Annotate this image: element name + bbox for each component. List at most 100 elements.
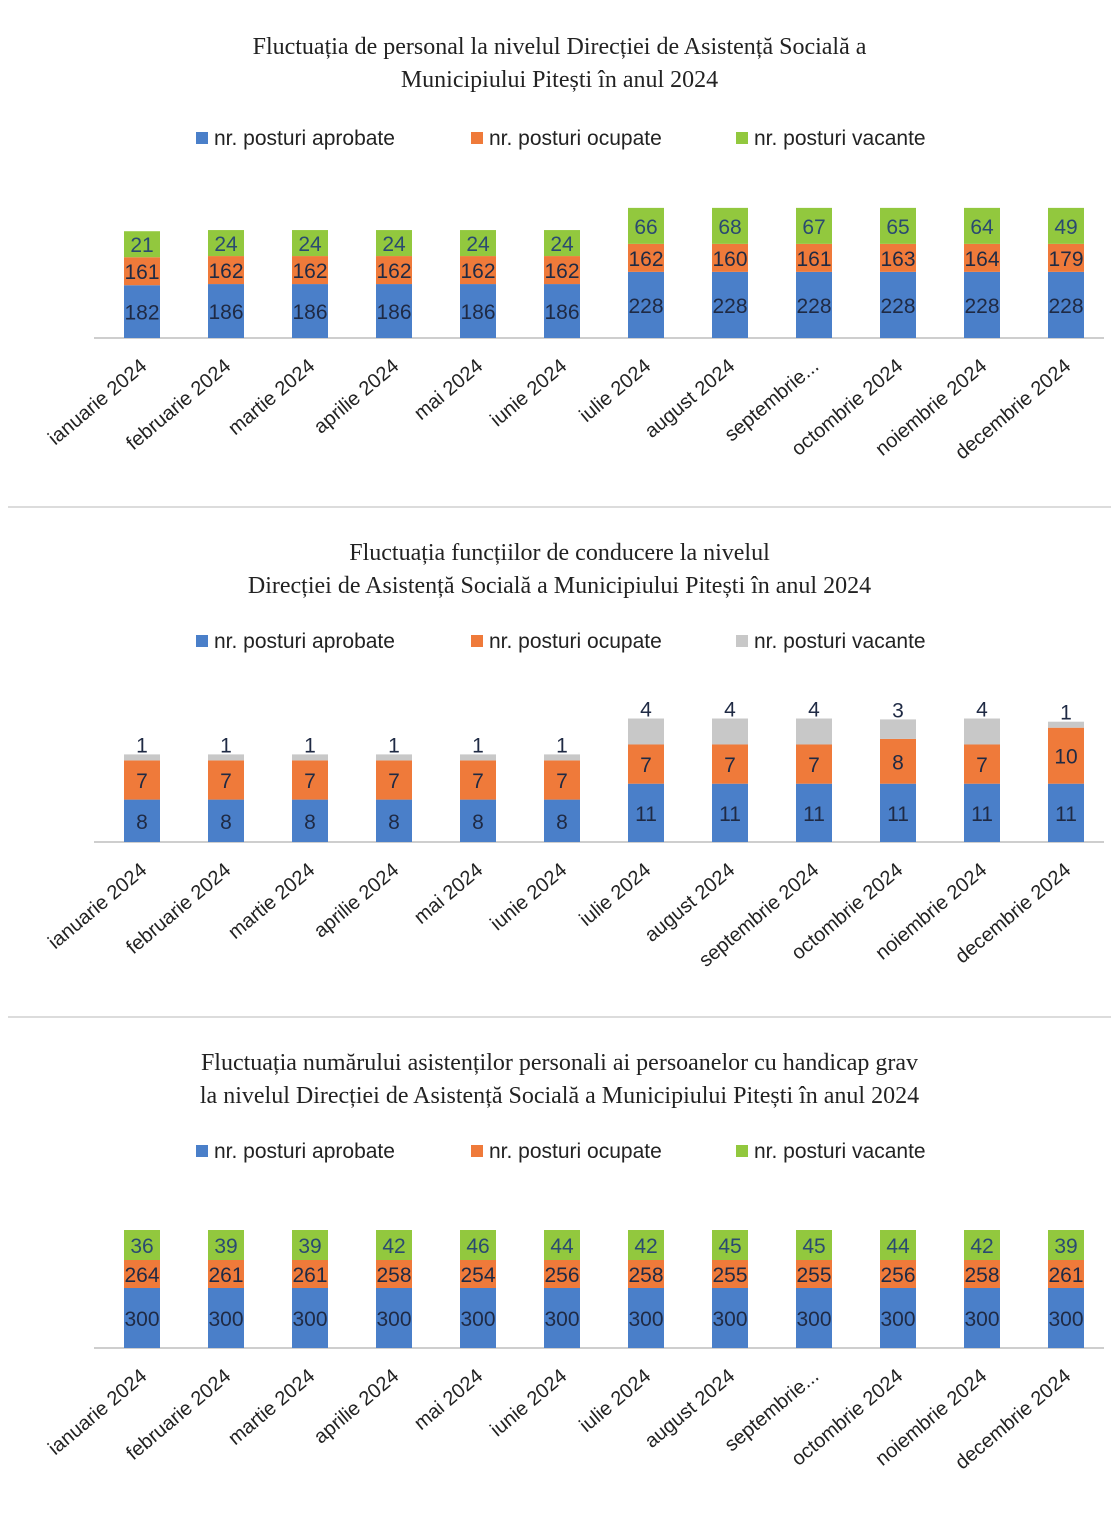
bar-segment-nr-posturi-aprobate	[460, 284, 496, 338]
data-label: 228	[796, 295, 831, 318]
bar-stack: 186 162 24	[208, 230, 244, 338]
bar-stack: 11 10 1	[1048, 702, 1084, 842]
bar-segment-nr-posturi-vacante	[460, 754, 496, 761]
bar-segment-nr-posturi-vacante	[208, 754, 244, 761]
bar-segment-nr-posturi-ocupate	[124, 257, 160, 286]
bar-stack: 11 7 4	[712, 699, 748, 842]
data-label: 65	[886, 216, 909, 239]
data-label: 300	[292, 1308, 327, 1331]
bar-segment-nr-posturi-ocupate	[544, 760, 580, 800]
bar-segment-nr-posturi-aprobate	[544, 284, 580, 338]
bar-stack: 228 161 67	[796, 207, 832, 338]
legend-label: nr. posturi aprobate	[214, 1140, 395, 1163]
bar-segment-nr-posturi-ocupate	[292, 760, 328, 800]
bar-segment-nr-posturi-vacante	[124, 754, 160, 761]
chart-title-line-1: Fluctuația numărului asistenților person…	[201, 1050, 918, 1076]
bar-segment-nr-posturi-aprobate	[1048, 783, 1084, 842]
bar-segment-nr-posturi-ocupate	[964, 243, 1000, 272]
data-label: 162	[544, 260, 579, 283]
chart-asistenti: Fluctuația numărului asistenților person…	[44, 1050, 1104, 1474]
legend-swatch	[471, 132, 483, 144]
bar-stack: 182 161 21	[124, 231, 160, 338]
bar-stack: 300 255 45	[712, 1230, 748, 1348]
data-label: 3	[892, 699, 904, 722]
bar-segment-nr-posturi-aprobate	[544, 799, 580, 842]
bar-segment-nr-posturi-aprobate	[208, 284, 244, 338]
bar-segment-nr-posturi-aprobate	[124, 285, 160, 338]
bar-segment-nr-posturi-aprobate	[1048, 271, 1084, 338]
bar-segment-nr-posturi-aprobate	[796, 1288, 832, 1348]
data-label: 42	[382, 1235, 405, 1258]
bar-segment-nr-posturi-aprobate	[880, 271, 916, 338]
bar-segment-nr-posturi-ocupate	[712, 744, 748, 784]
legend-swatch	[196, 132, 208, 144]
legend-label: nr. posturi vacante	[754, 127, 926, 150]
bar-segment-nr-posturi-ocupate	[292, 1260, 328, 1288]
chart-panel-personal: Fluctuația de personal la nivelul Direcț…	[8, 8, 1111, 508]
bar-segment-nr-posturi-ocupate	[1048, 243, 1084, 272]
legend-swatch	[471, 1145, 483, 1157]
data-label: 7	[472, 770, 484, 793]
bar-segment-nr-posturi-vacante	[712, 718, 748, 745]
data-label: 300	[628, 1308, 663, 1331]
bar-segment-nr-posturi-aprobate	[628, 1288, 664, 1348]
data-label: 161	[796, 248, 831, 271]
data-label: 8	[556, 811, 568, 834]
bar-stack: 8 7 1	[208, 734, 244, 842]
bar-segment-nr-posturi-ocupate	[292, 256, 328, 285]
bar-segment-nr-posturi-vacante	[1048, 1230, 1084, 1260]
bar-segment-nr-posturi-vacante	[796, 718, 832, 745]
x-tick-label: iulie 2024	[575, 355, 655, 427]
bar-stack: 300 261 39	[208, 1230, 244, 1348]
data-label: 8	[472, 811, 484, 834]
x-tick-label: iulie 2024	[575, 1365, 655, 1437]
bar-segment-nr-posturi-vacante	[460, 230, 496, 257]
data-label: 256	[544, 1264, 579, 1287]
legend-label: nr. posturi ocupate	[489, 630, 662, 653]
data-label: 4	[976, 699, 988, 722]
legend-label: nr. posturi aprobate	[214, 630, 395, 653]
bar-segment-nr-posturi-vacante	[880, 1230, 916, 1260]
x-tick-label: iunie 2024	[486, 1365, 571, 1441]
chart-title-line-2: Direcției de Asistență Socială a Municip…	[248, 573, 871, 599]
x-tick-label: aprilie 2024	[310, 859, 403, 942]
bar-segment-nr-posturi-ocupate	[376, 1260, 412, 1288]
data-label: 8	[136, 811, 148, 834]
x-tick-label: martie 2024	[224, 355, 319, 440]
legend-entry-3: nr. posturi vacante	[736, 1140, 926, 1163]
legend-label: nr. posturi aprobate	[214, 127, 395, 150]
data-label: 11	[803, 803, 825, 826]
data-label: 186	[208, 301, 243, 324]
bar-stack: 228 162 66	[628, 207, 664, 338]
legend-entry-1: nr. posturi aprobate	[196, 127, 395, 150]
legend-entry-2: nr. posturi ocupate	[471, 1140, 662, 1163]
data-label: 7	[304, 770, 316, 793]
legend-entry-2: nr. posturi ocupate	[471, 630, 662, 653]
bar-stack: 300 258 42	[376, 1230, 412, 1348]
data-label: 8	[388, 811, 400, 834]
data-label: 228	[712, 295, 747, 318]
data-label: 39	[214, 1235, 237, 1258]
bar-segment-nr-posturi-vacante	[292, 1230, 328, 1260]
bar-segment-nr-posturi-aprobate	[628, 271, 664, 338]
data-label: 261	[208, 1264, 243, 1287]
chart-title-line-1: Fluctuația funcțiilor de conducere la ni…	[349, 540, 770, 566]
data-label: 36	[130, 1235, 153, 1258]
data-label: 24	[550, 233, 574, 256]
bar-segment-nr-posturi-aprobate	[544, 1288, 580, 1348]
bar-segment-nr-posturi-aprobate	[964, 271, 1000, 338]
data-label: 300	[880, 1308, 915, 1331]
bar-stack: 8 7 1	[292, 734, 328, 842]
bar-stack: 186 162 24	[460, 230, 496, 338]
bar-segment-nr-posturi-aprobate	[712, 1288, 748, 1348]
data-label: 64	[970, 216, 994, 239]
x-tick-label: aprilie 2024	[310, 1365, 403, 1448]
data-label: 21	[130, 234, 153, 257]
data-label: 261	[292, 1264, 327, 1287]
chart-title-line-2: Municipiului Pitești în anul 2024	[401, 67, 718, 93]
data-label: 300	[712, 1308, 747, 1331]
data-label: 255	[796, 1264, 831, 1287]
chart-title-line-2: la nivelul Direcției de Asistență Social…	[200, 1083, 919, 1109]
bar-segment-nr-posturi-vacante	[712, 1230, 748, 1260]
bar-segment-nr-posturi-ocupate	[796, 243, 832, 272]
